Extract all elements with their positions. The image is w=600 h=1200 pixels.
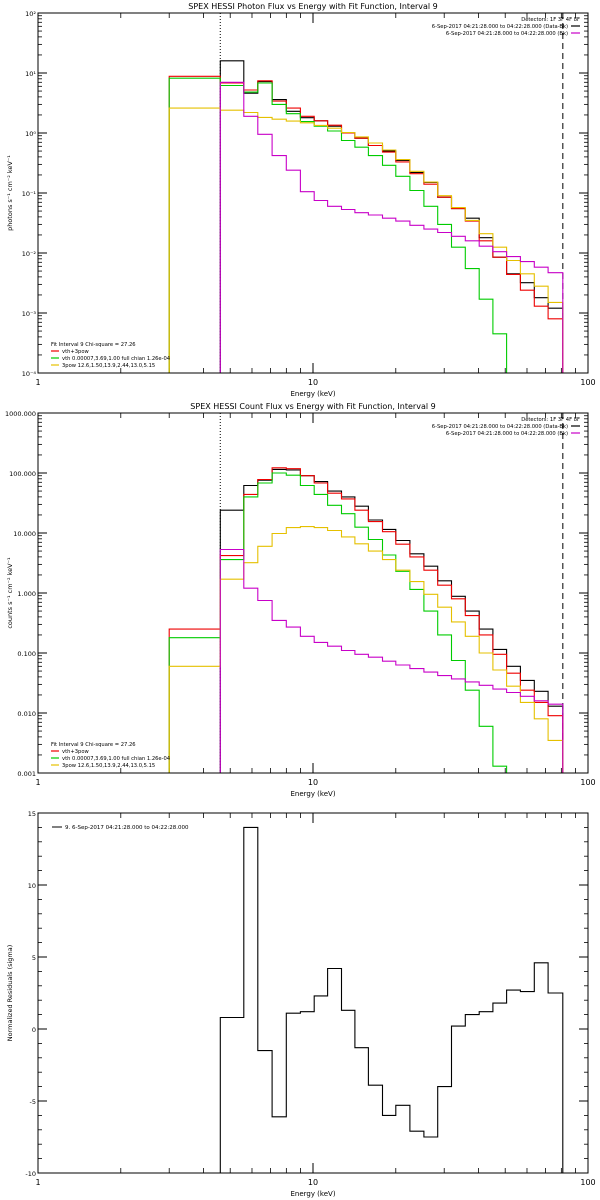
y-tick-label: 10² [25, 10, 36, 18]
x-axis-label: Energy (keV) [290, 1190, 335, 1198]
y-tick-label: 1.000 [17, 590, 36, 598]
y-tick-label: 0.010 [17, 710, 36, 718]
x-axis-label: Energy (keV) [290, 790, 335, 798]
x-axis-label: Energy (keV) [290, 390, 335, 398]
y-tick-label: 10⁻³ [22, 310, 37, 318]
y-tick-label: 5 [32, 954, 36, 962]
series-2-step-line [168, 77, 508, 373]
y-tick-label: 10 [28, 882, 36, 890]
legend-bottom-entry: Fit Interval 9 Chi-square = 27.26 [51, 742, 136, 748]
y-tick-label: 0 [32, 1026, 36, 1034]
x-tick-label: 1 [35, 378, 40, 387]
legend-bottom-entry: vth+3pow [62, 749, 90, 755]
series-3-step-line [168, 526, 564, 773]
series-2-step-line [168, 472, 508, 773]
legend-bottom-entry: 3pow 12.6,1.50,13.9,2.44,13.0,5.15 [62, 363, 155, 369]
y-tick-label: 1000.000 [5, 410, 36, 418]
x-tick-label: 10 [308, 778, 318, 787]
plot-frame [37, 12, 589, 374]
x-tick-label: 100 [580, 778, 595, 787]
y-tick-label: -10 [25, 1170, 36, 1178]
x-tick-label: 100 [580, 378, 595, 387]
y-tick-label: 0.100 [17, 650, 36, 658]
residuals-plot: 1 10 100 15 10 5 0 -5 -10 Energy (keV) Normalized … [6, 810, 596, 1198]
series-0-step-line [219, 468, 564, 773]
legend-bottom-entry: vth+3pow [62, 349, 90, 355]
legend-top-entry: Detectors: 1F 3F 4F 8F [521, 17, 580, 23]
count-flux-plot: SPEX HESSI Count Flux vs Energy with Fit… [5, 402, 596, 798]
series-0-step-line [169, 60, 564, 374]
x-tick-label: 1 [35, 778, 40, 787]
y-tick-label: 100.000 [9, 470, 36, 478]
legend-top-entry: 6-Sep-2017 04:21:28.000 to 04:22:28.000 … [432, 24, 568, 30]
y-axis-label: counts s⁻¹ cm⁻² keV⁻¹ [6, 557, 14, 629]
x-tick-label: 1 [35, 1178, 40, 1187]
x-tick-label: 100 [580, 1178, 595, 1187]
y-tick-label: -5 [30, 1098, 36, 1106]
plot-frame [37, 412, 589, 774]
legend-bottom-entry: 3pow 12.6,1.50,13.9,2.44,13.0,5.15 [62, 763, 155, 769]
legend-top-entry: 6-Sep-2017 04:21:28.000 to 04:22:28.000 … [446, 431, 568, 437]
legend-bottom-entry: vth 0.00007,3.69,1.00 full chian 1.26e-0… [62, 756, 171, 762]
y-tick-label: 10⁻² [22, 250, 37, 258]
x-tick-label: 10 [308, 1178, 318, 1187]
y-tick-label: 15 [28, 810, 36, 818]
chart-title: SPEX HESSI Photon Flux vs Energy with Fi… [188, 2, 438, 11]
y-tick-label: 0.001 [17, 770, 36, 778]
legend-bottom-entry: vth 0.00007,3.69,1.00 full chian 1.26e-0… [62, 356, 171, 362]
legend-bottom-entry: Fit Interval 9 Chi-square = 27.26 [51, 342, 136, 348]
series-1-step-line [168, 467, 564, 773]
series-1-step-line [168, 75, 564, 373]
legend-top-entry: Detectors: 1F 3F 4F 8F [521, 417, 580, 423]
legend-top-entry: 6-Sep-2017 04:21:28.000 to 04:22:28.000 … [446, 31, 568, 37]
photon-flux-plot: SPEX HESSI Photon Flux vs Energy with Fi… [6, 2, 596, 398]
y-axis-label: Normalized Residuals (sigma) [6, 945, 14, 1042]
y-axis-label: photons s⁻¹ cm⁻² keV⁻¹ [6, 155, 14, 231]
y-tick-label: 10¹ [25, 70, 36, 78]
y-tick-label: 10.000 [13, 530, 36, 538]
y-tick-label: 10⁰ [25, 130, 36, 138]
chart-title: SPEX HESSI Count Flux vs Energy with Fit… [190, 402, 435, 411]
legend-top-entry: 6-Sep-2017 04:21:28.000 to 04:22:28.000 … [432, 424, 568, 430]
y-tick-label: 10⁻⁴ [22, 370, 37, 378]
series-4-step-line [219, 81, 564, 373]
series-0-step-line [219, 826, 564, 1173]
y-tick-label: 10⁻¹ [22, 190, 37, 198]
series-4-step-line [219, 548, 564, 773]
x-tick-label: 10 [308, 378, 318, 387]
plot-frame [37, 812, 589, 1174]
legend-entry: 9. 6-Sep-2017 04:21:28.000 to 04:22:28.0… [65, 825, 189, 831]
